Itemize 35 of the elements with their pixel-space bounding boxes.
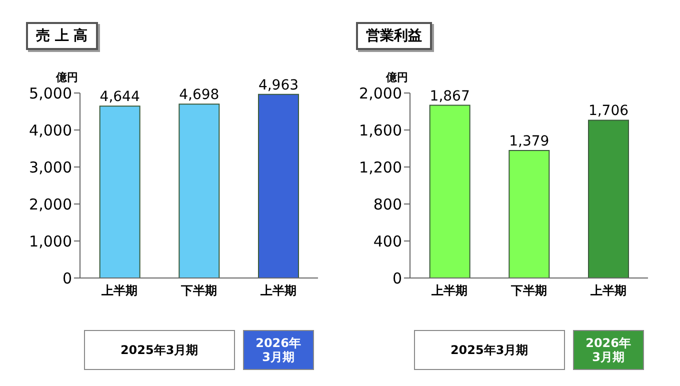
x-tick-label: 上半期 [589,284,626,298]
x-tick-label: 下半期 [510,284,547,298]
y-tick-label: 1,000 [29,232,72,250]
y-tick-label: 3,000 [29,158,72,176]
x-tick-label: 上半期 [430,284,468,298]
data-label: 4,644 [100,89,140,106]
y-axis-title: 億円 [386,70,408,85]
data-label: 4,963 [258,77,299,94]
text: 2026年3月期 [572,330,644,370]
data-label: 1,867 [430,88,470,104]
y-tick-label: 2,000 [29,195,72,214]
text: 2026年3月期 [242,330,314,370]
text: 2025年3月期 [84,330,235,370]
y-tick-label: 800 [373,195,402,214]
y-tick-label: 0 [62,269,72,288]
x-tick-label: 下半期 [180,284,217,298]
y-tick-label: 1,200 [359,158,402,176]
bar [508,150,550,278]
y-tick-label: 1,600 [359,121,402,140]
data-label: 4,698 [179,87,220,104]
y-tick-label: 4,000 [29,121,72,140]
chart-title: 売 上 高 [26,22,98,50]
text: 2025年3月期 [414,330,565,370]
y-tick-label: 0 [392,269,402,288]
data-label: 1,706 [588,103,629,120]
x-tick-label: 上半期 [100,284,138,298]
bar [588,120,629,278]
y-tick-label: 5,000 [29,84,72,102]
x-tick-label: 上半期 [259,284,296,298]
y-axis-title: 億円 [56,70,78,85]
bar [429,104,470,278]
y-tick-label: 400 [373,232,402,250]
y-tick-label: 2,000 [359,84,402,102]
chart-title: 営業利益 [356,22,432,50]
data-label: 1,379 [509,133,550,150]
